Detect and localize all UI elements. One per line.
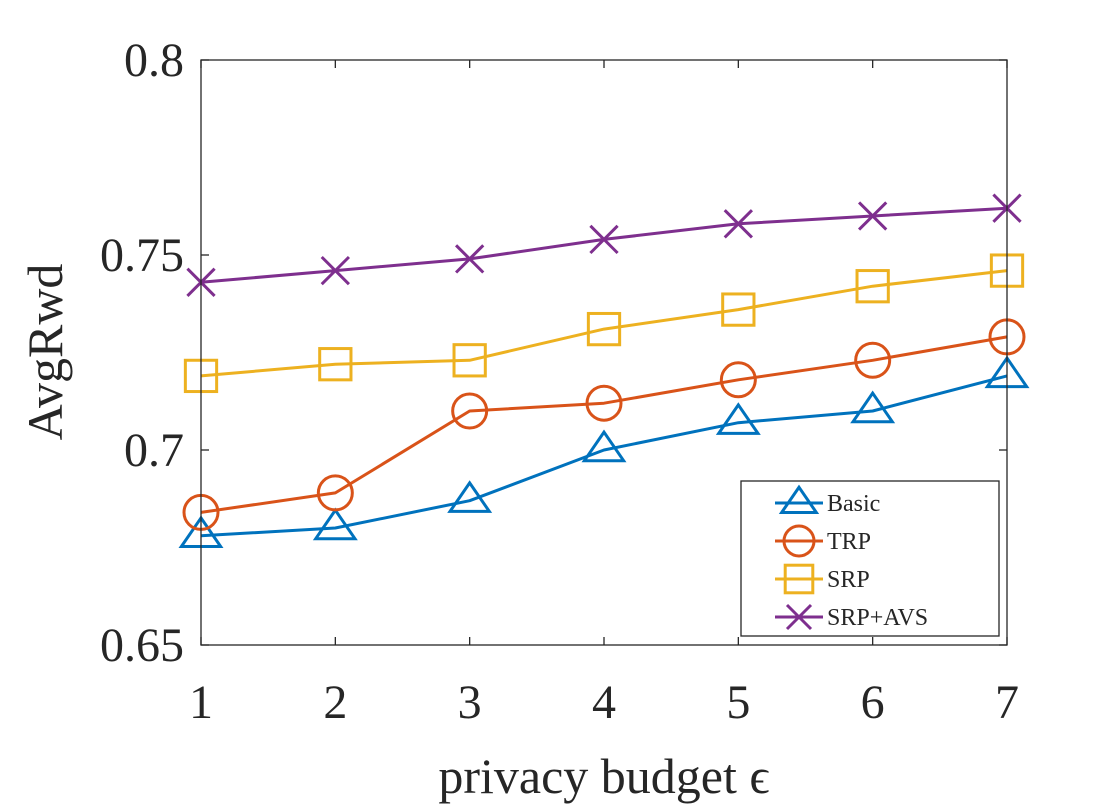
data-point-srp-avs <box>455 244 485 274</box>
y-tick-label: 0.75 <box>100 229 184 282</box>
data-point-basic <box>447 480 493 513</box>
legend-marker-trp <box>782 524 816 558</box>
data-point-srp <box>855 269 890 304</box>
tick-labels: 1 2 3 4 5 6 7 0.65 0.7 0.75 0.8 <box>100 34 1019 729</box>
data-point-srp-avs <box>320 255 350 286</box>
x-tick-label: 3 <box>458 676 482 729</box>
data-point-basic <box>850 390 896 424</box>
data-point-trp <box>585 384 623 422</box>
x-axis-label: privacy budget ϵ <box>438 748 769 804</box>
data-point-trp <box>719 361 757 399</box>
data-point-trp <box>451 392 489 430</box>
series-line-trp <box>200 335 1008 514</box>
data-point-basic <box>581 429 627 463</box>
x-tick-label: 1 <box>189 676 213 729</box>
x-marker-stroke <box>858 201 888 231</box>
legend-marker-srp-avs <box>785 603 813 631</box>
y-tick-label: 0.7 <box>124 424 184 477</box>
data-point-srp <box>452 343 487 378</box>
legend-label-srp: SRP <box>827 567 870 593</box>
series-trp <box>182 318 1026 531</box>
data-point-srp <box>721 292 756 327</box>
plot-frame <box>200 59 1008 646</box>
legend-marker-basic <box>778 484 820 514</box>
y-tick-label: 0.8 <box>124 34 184 87</box>
x-tick-label: 6 <box>861 676 885 729</box>
x-tick-label: 5 <box>726 676 750 729</box>
series-line-srp <box>200 269 1008 378</box>
data-point-srp-avs <box>589 224 619 255</box>
data-point-trp <box>316 474 354 512</box>
x-marker-stroke <box>589 224 619 255</box>
x-marker-stroke <box>785 603 813 631</box>
data-series <box>178 193 1030 549</box>
x-marker-stroke <box>455 244 485 274</box>
x-marker-stroke <box>723 209 753 239</box>
data-point-srp-avs <box>723 209 753 239</box>
x-tick-label: 2 <box>323 676 347 729</box>
legend: Basic TRP SRP SRP+AVS <box>740 480 1000 637</box>
series-line-basic <box>200 374 1008 538</box>
x-tick-label: 4 <box>592 676 616 729</box>
data-point-basic <box>312 507 358 541</box>
series-srp <box>183 253 1025 394</box>
data-point-srp <box>586 311 622 347</box>
y-axis-label: AvgRwd <box>17 264 73 441</box>
y-tick-label: 0.65 <box>100 619 184 672</box>
x-marker-stroke <box>320 255 350 286</box>
data-point-basic <box>715 402 761 435</box>
legend-marker-srp <box>783 563 815 595</box>
legend-label-trp: TRP <box>827 529 871 555</box>
data-point-srp <box>318 347 353 382</box>
legend-label-srp-avs: SRP+AVS <box>827 605 928 631</box>
x-tick-label: 7 <box>995 676 1019 729</box>
legend-label-basic: Basic <box>827 491 880 517</box>
data-point-trp <box>854 341 892 379</box>
data-point-srp-avs <box>858 201 888 231</box>
